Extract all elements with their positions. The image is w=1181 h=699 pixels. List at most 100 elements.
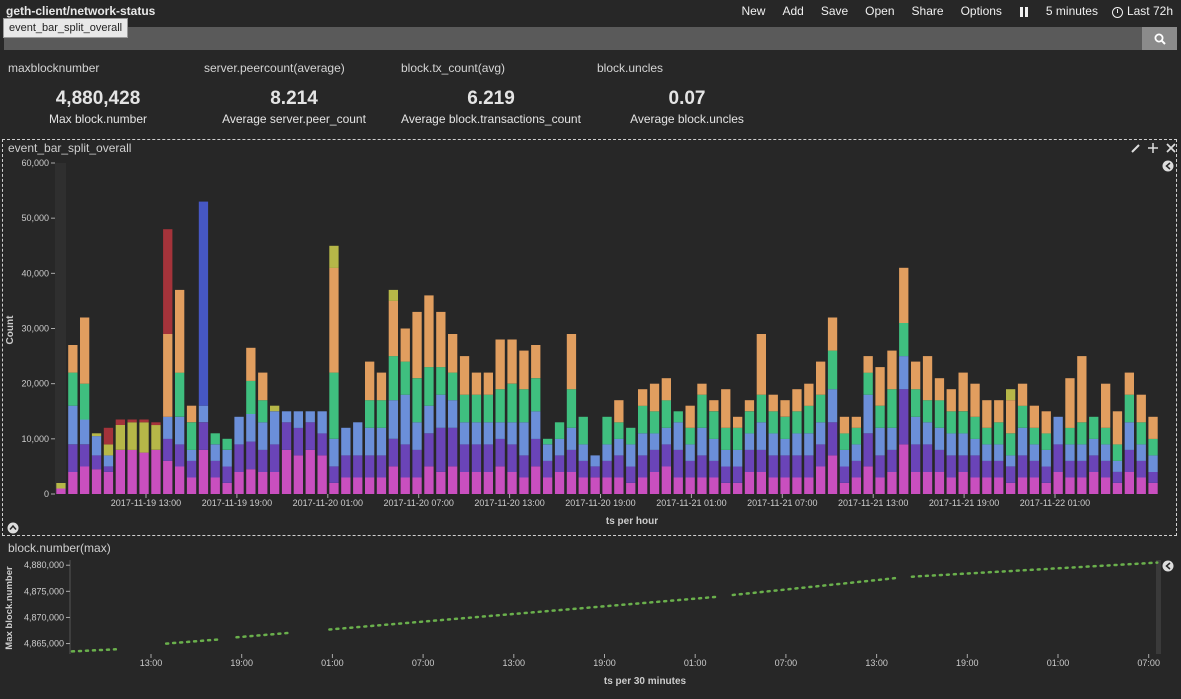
- bar-segment: [1006, 433, 1016, 456]
- metric-title: maxblocknumber: [8, 61, 100, 75]
- bar-segment: [234, 471, 244, 494]
- bar-segment: [887, 427, 897, 450]
- bar-segment: [483, 372, 493, 395]
- bar-segment: [365, 455, 375, 478]
- move-icon[interactable]: [1148, 143, 1158, 153]
- bar-segment: [887, 449, 897, 472]
- bar-segment: [590, 466, 600, 478]
- scroll-track: [1156, 560, 1161, 654]
- bar-segment: [673, 477, 683, 494]
- bar-segment: [839, 483, 850, 494]
- open-button[interactable]: Open: [865, 4, 895, 18]
- bar-segment: [638, 433, 648, 456]
- bar-segment: [1065, 378, 1075, 428]
- bar-segment: [1017, 383, 1028, 406]
- bar-segment: [922, 444, 933, 472]
- search-button[interactable]: [1142, 27, 1177, 50]
- bar-segment: [56, 483, 66, 489]
- bar-segment: [341, 477, 351, 494]
- bar-chart-panel[interactable]: [2, 139, 1177, 536]
- bar-segment: [1136, 422, 1146, 445]
- bar-segment: [1065, 460, 1075, 478]
- bar-segment: [459, 356, 470, 395]
- bar-segment: [400, 394, 410, 445]
- metric-label: Average block.transactions_count: [401, 112, 581, 126]
- bar-segment: [198, 405, 209, 423]
- bar-segment: [733, 427, 743, 450]
- bar-segment: [649, 449, 660, 472]
- bar-segment: [353, 422, 363, 456]
- save-button[interactable]: Save: [820, 4, 849, 18]
- bar-segment: [958, 372, 968, 412]
- bar-segment: [887, 471, 897, 494]
- bar-segment: [946, 433, 956, 456]
- share-button[interactable]: Share: [911, 4, 944, 18]
- y-tick-label: 50,000: [21, 213, 49, 223]
- bar-segment: [875, 427, 885, 456]
- metric-value: 4,880,428: [55, 88, 141, 109]
- bar-segment: [329, 372, 339, 439]
- new-button[interactable]: New: [741, 4, 766, 18]
- bar-segment: [507, 339, 517, 384]
- bar-segment: [863, 466, 873, 494]
- edit-icon[interactable]: [1131, 144, 1140, 153]
- bar-segment: [448, 466, 458, 494]
- metric-title: block.uncles: [597, 61, 664, 75]
- bar-segment: [495, 389, 505, 423]
- bar-segment: [970, 455, 980, 478]
- y-tick-label: 4,870,000: [24, 612, 64, 622]
- bar-segment: [531, 411, 541, 439]
- bar-segment: [1089, 438, 1099, 456]
- bar-segment: [780, 416, 790, 439]
- bar-segment: [875, 455, 885, 478]
- x-axis-title: ts per hour: [606, 516, 658, 527]
- series-line: [70, 648, 118, 653]
- bar-segment: [863, 433, 873, 467]
- bar-segment: [792, 433, 802, 456]
- bar-segment: [768, 394, 778, 412]
- bar-segment: [554, 455, 565, 472]
- add-button[interactable]: Add: [782, 4, 804, 18]
- bar-segment: [709, 477, 719, 494]
- bar-segment: [922, 471, 933, 494]
- bar-segment: [139, 419, 149, 423]
- bar-segment: [804, 455, 814, 478]
- bar-segment: [1148, 455, 1158, 472]
- bar-segment: [899, 267, 909, 323]
- bar-segment: [721, 389, 731, 428]
- bar-segment: [424, 295, 434, 368]
- time-range[interactable]: Last 72h: [1126, 4, 1173, 18]
- bar-segment: [163, 460, 173, 494]
- bar-segment: [827, 455, 838, 494]
- bar-segment: [471, 372, 482, 395]
- bar-segment: [436, 367, 446, 395]
- bar-segment: [911, 416, 921, 445]
- bar-segment: [768, 455, 778, 478]
- bar-segment: [1065, 477, 1075, 494]
- bar-segment: [875, 367, 885, 406]
- options-button[interactable]: Options: [960, 4, 1002, 18]
- bar-segment: [934, 378, 945, 401]
- close-icon[interactable]: [1166, 143, 1176, 153]
- bar-segment: [270, 471, 280, 494]
- bar-segment: [733, 483, 743, 494]
- x-tick-label: 2017-11-19 19:00: [202, 498, 272, 508]
- bar-segment: [1101, 427, 1111, 445]
- pause-icon[interactable]: [1019, 7, 1029, 17]
- search-input[interactable]: [4, 27, 1142, 50]
- bar-segment: [1136, 460, 1146, 478]
- bar-segment: [1089, 416, 1099, 439]
- bar-segment: [103, 471, 114, 494]
- series-line: [164, 638, 221, 645]
- bar-segment: [376, 427, 387, 456]
- bar-segment: [353, 455, 363, 478]
- bar-segment: [709, 411, 719, 439]
- refresh-interval[interactable]: 5 minutes: [1045, 4, 1098, 18]
- bar-segment: [638, 389, 648, 406]
- bar-segment: [543, 438, 553, 445]
- bar-segment: [1041, 483, 1051, 494]
- bar-segment: [744, 411, 755, 434]
- bar-segment: [922, 400, 933, 423]
- x-tick-label: 2017-11-20 13:00: [474, 498, 544, 508]
- bar-segment: [709, 460, 719, 478]
